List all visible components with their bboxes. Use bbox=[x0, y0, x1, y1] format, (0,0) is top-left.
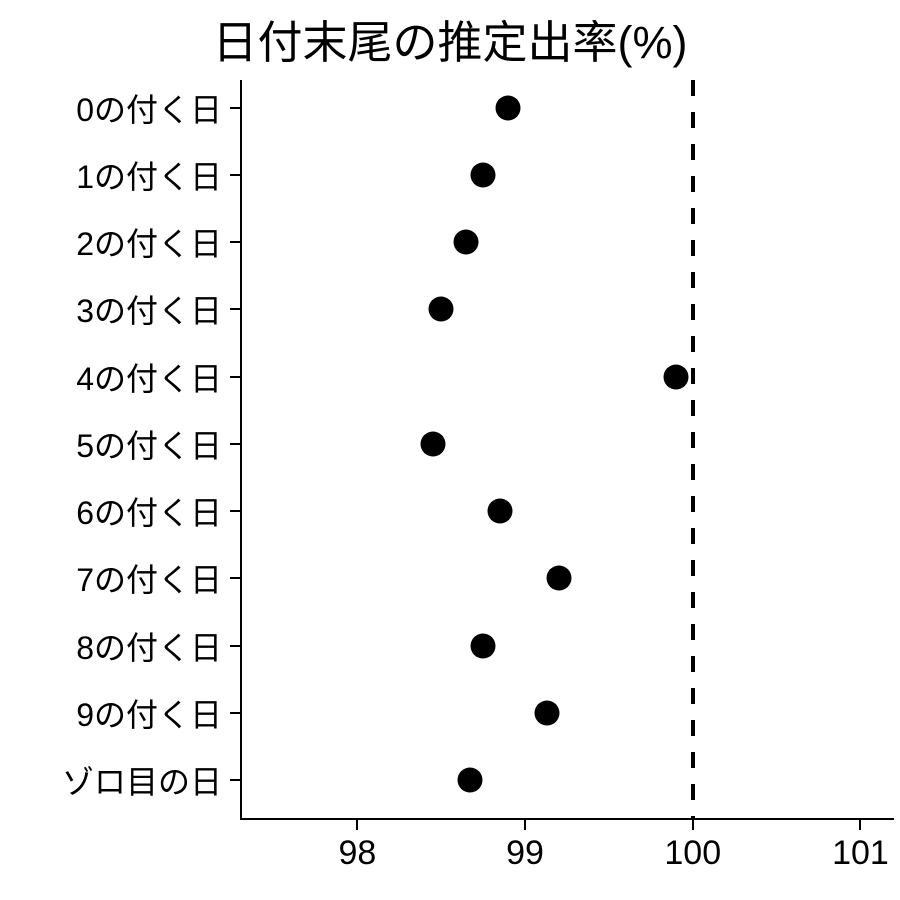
y-tick bbox=[230, 443, 240, 445]
y-tick-label: 4の付く日 bbox=[76, 354, 222, 400]
x-axis-line bbox=[240, 818, 894, 820]
y-tick-label: 2の付く日 bbox=[76, 219, 222, 265]
x-tick-label: 99 bbox=[506, 834, 544, 873]
y-tick-label: 5の付く日 bbox=[76, 421, 222, 467]
y-tick bbox=[230, 779, 240, 781]
x-tick-label: 98 bbox=[338, 834, 376, 873]
data-point bbox=[429, 297, 454, 322]
plot-area: 98991001010の付く日1の付く日2の付く日3の付く日4の付く日5の付く日… bbox=[240, 80, 894, 820]
data-point bbox=[457, 768, 482, 793]
y-tick bbox=[230, 241, 240, 243]
data-point bbox=[420, 431, 445, 456]
y-tick-label: 0の付く日 bbox=[76, 85, 222, 131]
y-tick-label: ゾロ目の日 bbox=[62, 757, 222, 803]
x-tick-label: 100 bbox=[664, 834, 721, 873]
y-tick bbox=[230, 645, 240, 647]
data-point bbox=[471, 162, 496, 187]
y-tick bbox=[230, 510, 240, 512]
y-tick-label: 8の付く日 bbox=[76, 623, 222, 669]
y-tick-label: 6の付く日 bbox=[76, 488, 222, 534]
y-tick bbox=[230, 712, 240, 714]
y-tick bbox=[230, 577, 240, 579]
data-point bbox=[454, 230, 479, 255]
y-tick-label: 7の付く日 bbox=[76, 555, 222, 601]
y-axis-line bbox=[240, 80, 242, 820]
x-tick bbox=[524, 820, 526, 830]
y-tick bbox=[230, 107, 240, 109]
data-point bbox=[471, 633, 496, 658]
y-tick bbox=[230, 376, 240, 378]
y-tick bbox=[230, 174, 240, 176]
y-tick-label: 9の付く日 bbox=[76, 690, 222, 736]
x-tick bbox=[692, 820, 694, 830]
data-point bbox=[496, 95, 521, 120]
dot-plot-chart: 日付末尾の推定出率(%) 98991001010の付く日1の付く日2の付く日3の… bbox=[0, 0, 900, 900]
data-point bbox=[664, 364, 689, 389]
y-tick-label: 3の付く日 bbox=[76, 286, 222, 332]
chart-title: 日付末尾の推定出率(%) bbox=[0, 6, 900, 71]
y-tick-label: 1の付く日 bbox=[76, 152, 222, 198]
y-tick bbox=[230, 308, 240, 310]
x-tick bbox=[356, 820, 358, 830]
data-point bbox=[487, 499, 512, 524]
data-point bbox=[546, 566, 571, 591]
x-tick bbox=[859, 820, 861, 830]
data-point bbox=[534, 701, 559, 726]
x-tick-label: 101 bbox=[832, 834, 889, 873]
